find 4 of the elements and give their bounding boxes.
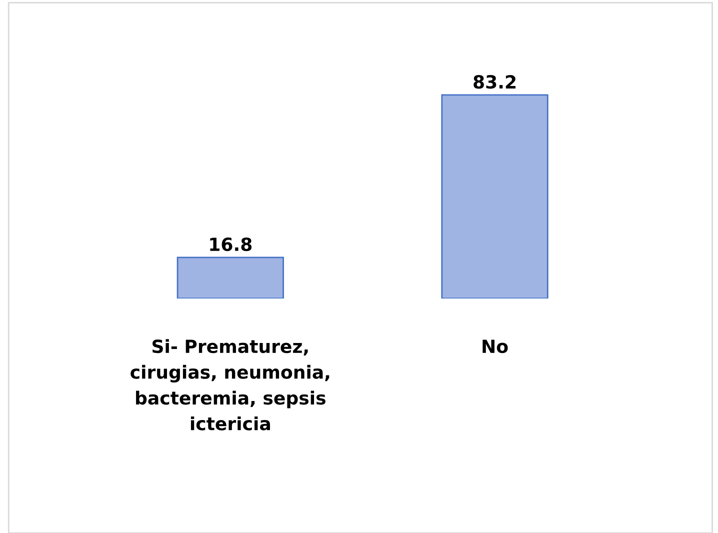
data-label: 83.2 [474,75,516,89]
x-tick-label: Si- Prematurez, cirugias, neumonia, bacteremia, sepsis ictericia [130,339,330,430]
x-tick-label: No [482,340,508,354]
data-label: 16.8 [210,237,252,252]
